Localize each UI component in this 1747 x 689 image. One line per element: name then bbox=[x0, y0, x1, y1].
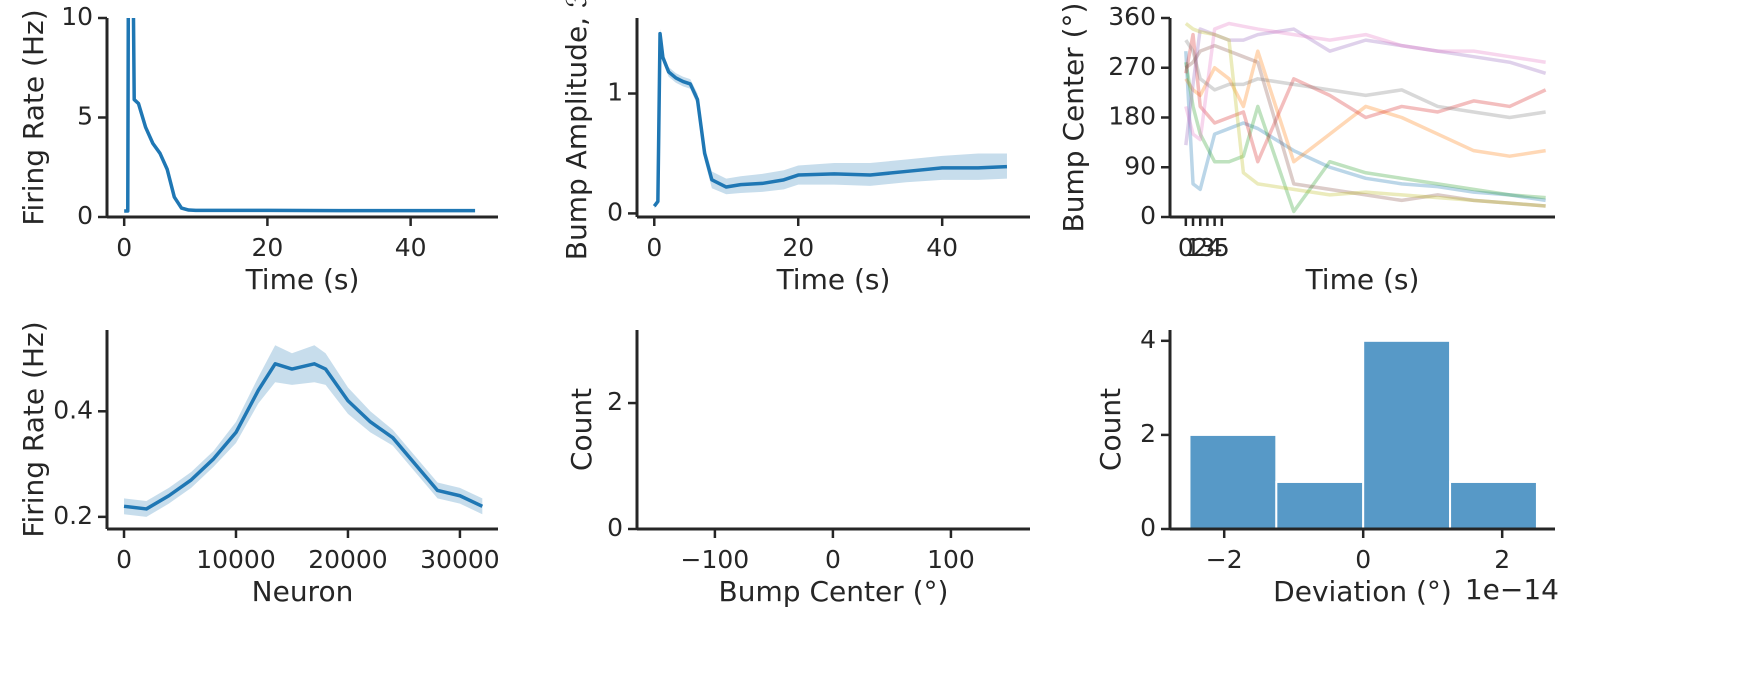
x-tick-label: 20 bbox=[252, 233, 284, 262]
y-tick-label: 180 bbox=[1108, 102, 1156, 131]
offset-text: 1e−14 bbox=[1465, 573, 1559, 606]
y-axis-label: Count bbox=[1094, 388, 1127, 471]
x-tick-label: −100 bbox=[681, 545, 750, 574]
line bbox=[123, 362, 484, 511]
y-tick-label: 0 bbox=[1140, 201, 1156, 230]
x-tick-label: 0 bbox=[116, 233, 132, 262]
y-tick-label: 1 bbox=[607, 78, 623, 107]
x-tick-label: 30000 bbox=[420, 545, 500, 574]
x-tick-label: 0 bbox=[1355, 545, 1371, 574]
line bbox=[1184, 32, 1547, 164]
x-tick-label: 3 bbox=[1199, 233, 1215, 262]
plot-area bbox=[1184, 21, 1547, 214]
x-tick-label: 20000 bbox=[308, 545, 388, 574]
line bbox=[1184, 61, 1546, 214]
confidence-band bbox=[654, 28, 1007, 209]
plot-area bbox=[1188, 339, 1538, 529]
y-tick-label: 10 bbox=[61, 2, 93, 31]
y-tick-label: 5 bbox=[77, 102, 93, 131]
x-axis-label: Time (s) bbox=[245, 263, 360, 296]
x-tick-label: 2 bbox=[1192, 233, 1208, 262]
x-tick-label: 0 bbox=[646, 233, 662, 262]
line bbox=[1184, 49, 1546, 164]
x-tick-label: 40 bbox=[926, 233, 958, 262]
y-tick-label: 270 bbox=[1108, 52, 1156, 81]
line bbox=[1184, 27, 1547, 146]
x-tick-label: 0 bbox=[825, 545, 841, 574]
x-tick-label: 100 bbox=[927, 545, 975, 574]
bar bbox=[1275, 480, 1365, 529]
y-tick-label: 2 bbox=[607, 387, 623, 416]
plot-area bbox=[124, 18, 476, 213]
y-tick-label: 0 bbox=[607, 197, 623, 226]
x-axis-label: Deviation (°) bbox=[1273, 575, 1452, 608]
y-tick-label: 2 bbox=[1140, 419, 1156, 448]
plot-area bbox=[652, 28, 1008, 209]
x-tick-label: 4 bbox=[1207, 233, 1223, 262]
y-tick-label: 360 bbox=[1108, 2, 1156, 31]
x-tick-label: 40 bbox=[395, 233, 427, 262]
bar bbox=[1188, 433, 1278, 529]
y-tick-label: 0 bbox=[1140, 513, 1156, 542]
y-axis-label: Bump Center (°) bbox=[1057, 3, 1090, 233]
x-axis-label: Bump Center (°) bbox=[719, 575, 949, 608]
y-tick-label: 4 bbox=[1140, 325, 1156, 354]
y-axis-label: Firing Rate (Hz) bbox=[17, 9, 50, 225]
line bbox=[1184, 43, 1546, 208]
x-tick-label: 1 bbox=[1185, 233, 1201, 262]
x-tick-label: 5 bbox=[1214, 233, 1230, 262]
line bbox=[1184, 22, 1546, 208]
line bbox=[1184, 51, 1546, 203]
bar bbox=[1449, 480, 1538, 529]
y-tick-label: 0.2 bbox=[53, 501, 93, 530]
x-tick-label: 0 bbox=[1178, 233, 1194, 262]
bar bbox=[1362, 339, 1452, 529]
x-tick-label: −2 bbox=[1206, 545, 1243, 574]
y-axis-label: Bump Amplitude, ℱ₁ bbox=[560, 0, 593, 260]
line bbox=[1184, 21, 1546, 142]
x-axis-label: Neuron bbox=[252, 575, 354, 608]
y-axis-label: Count bbox=[565, 388, 598, 471]
x-tick-label: 2 bbox=[1494, 545, 1510, 574]
line bbox=[124, 18, 476, 213]
x-tick-label: 20 bbox=[782, 233, 814, 262]
plot-area bbox=[123, 345, 484, 517]
y-axis-label: Firing Rate (Hz) bbox=[17, 321, 50, 537]
x-tick-label: 10000 bbox=[196, 545, 276, 574]
y-tick-label: 0.4 bbox=[53, 395, 93, 424]
y-tick-label: 90 bbox=[1124, 151, 1156, 180]
line bbox=[652, 31, 1008, 208]
line bbox=[1184, 39, 1546, 120]
y-tick-label: 0 bbox=[607, 513, 623, 542]
x-axis-label: Time (s) bbox=[1305, 263, 1420, 296]
y-tick-label: 0 bbox=[77, 201, 93, 230]
x-tick-label: 0 bbox=[116, 545, 132, 574]
x-axis-label: Time (s) bbox=[776, 263, 891, 296]
